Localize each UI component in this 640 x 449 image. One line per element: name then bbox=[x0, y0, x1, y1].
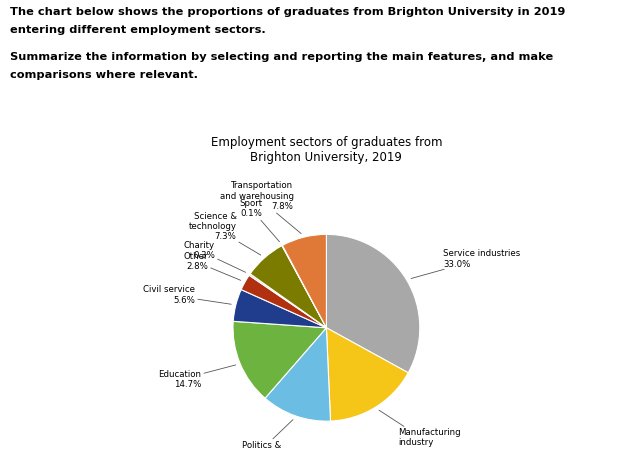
Text: Other
2.8%: Other 2.8% bbox=[184, 252, 241, 280]
Wedge shape bbox=[326, 328, 408, 421]
Wedge shape bbox=[233, 321, 326, 398]
Text: Summarize the information by selecting and reporting the main features, and make: Summarize the information by selecting a… bbox=[10, 52, 553, 62]
Text: Politics &
government
12.1%: Politics & government 12.1% bbox=[229, 420, 293, 449]
Text: Transportation
and warehousing
7.8%: Transportation and warehousing 7.8% bbox=[220, 181, 301, 233]
Wedge shape bbox=[241, 275, 326, 328]
Wedge shape bbox=[249, 274, 326, 328]
Title: Employment sectors of graduates from
Brighton University, 2019: Employment sectors of graduates from Bri… bbox=[211, 136, 442, 164]
Text: comparisons where relevant.: comparisons where relevant. bbox=[10, 70, 198, 79]
Wedge shape bbox=[233, 290, 326, 328]
Wedge shape bbox=[282, 234, 326, 328]
Text: Service industries
33.0%: Service industries 33.0% bbox=[411, 249, 520, 278]
Text: Charity
0.3%: Charity 0.3% bbox=[184, 241, 246, 272]
Wedge shape bbox=[265, 328, 330, 421]
Text: Sport
0.1%: Sport 0.1% bbox=[239, 199, 280, 242]
Wedge shape bbox=[326, 234, 420, 373]
Text: Science &
technology
7.3%: Science & technology 7.3% bbox=[189, 211, 260, 255]
Wedge shape bbox=[250, 246, 326, 328]
Text: The chart below shows the proportions of graduates from Brighton University in 2: The chart below shows the proportions of… bbox=[10, 7, 565, 17]
Text: Education
14.7%: Education 14.7% bbox=[158, 365, 236, 389]
Text: Civil service
5.6%: Civil service 5.6% bbox=[143, 285, 231, 304]
Text: entering different employment sectors.: entering different employment sectors. bbox=[10, 25, 266, 35]
Wedge shape bbox=[282, 245, 326, 328]
Text: Manufacturing
industry
16.3%: Manufacturing industry 16.3% bbox=[379, 410, 461, 449]
